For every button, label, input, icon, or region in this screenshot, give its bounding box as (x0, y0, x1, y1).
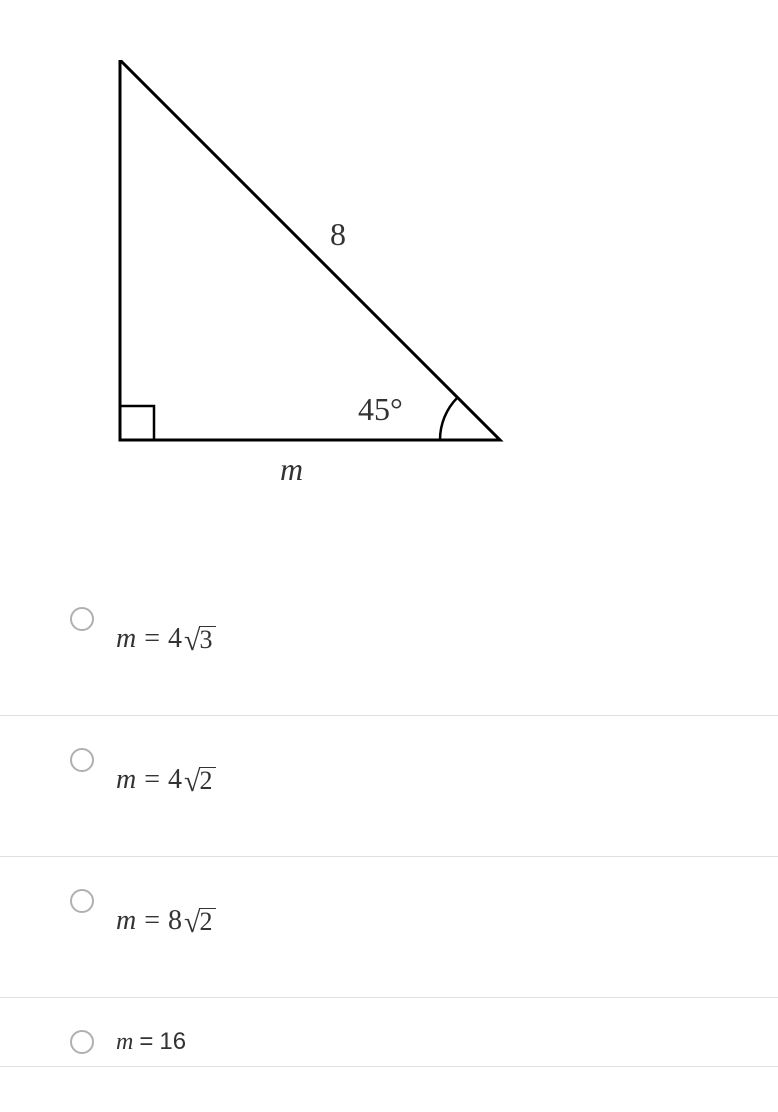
radio-3[interactable] (70, 889, 94, 913)
option-2-rad: 2 (199, 767, 216, 797)
sqrt-icon: √2 (184, 906, 215, 936)
option-4-var: m (116, 1029, 133, 1056)
option-1-rad: 3 (199, 626, 216, 656)
sqrt-icon: √2 (184, 765, 215, 795)
option-3-label: m = 8 √2 (116, 887, 216, 937)
option-4-plain: 16 (159, 1028, 186, 1056)
option-4-label: m = 16 (116, 1028, 186, 1056)
option-3-coef: 8 (168, 905, 182, 937)
option-3-var: m (116, 905, 136, 937)
option-3-rad: 2 (199, 908, 216, 938)
option-2-var: m (116, 764, 136, 796)
triangle-diagram: 8 45° m (0, 0, 778, 505)
radio-1[interactable] (70, 607, 94, 631)
triangle-shape (120, 60, 500, 440)
answer-options: m = 4 √3 m = 4 √2 m = 8 √2 (0, 505, 778, 1067)
equals-sign: = (139, 1028, 153, 1056)
option-3[interactable]: m = 8 √2 (0, 857, 778, 998)
angle-arc (440, 398, 458, 441)
option-4[interactable]: m = 16 (0, 998, 778, 1067)
triangle-svg: 8 45° m (100, 60, 540, 500)
option-1-var: m (116, 623, 136, 655)
equals-sign: = (144, 764, 160, 796)
sqrt-icon: √3 (184, 624, 215, 654)
option-2[interactable]: m = 4 √2 (0, 716, 778, 857)
equals-sign: = (144, 905, 160, 937)
option-1-label: m = 4 √3 (116, 605, 216, 655)
equals-sign: = (144, 623, 160, 655)
option-1-coef: 4 (168, 623, 182, 655)
option-2-label: m = 4 √2 (116, 746, 216, 796)
radio-2[interactable] (70, 748, 94, 772)
option-2-coef: 4 (168, 764, 182, 796)
right-angle-marker (120, 406, 154, 440)
option-1[interactable]: m = 4 √3 (0, 575, 778, 716)
angle-label: 45° (358, 391, 403, 427)
base-label: m (280, 451, 303, 487)
hypotenuse-label: 8 (330, 216, 346, 252)
radio-4[interactable] (70, 1030, 94, 1054)
